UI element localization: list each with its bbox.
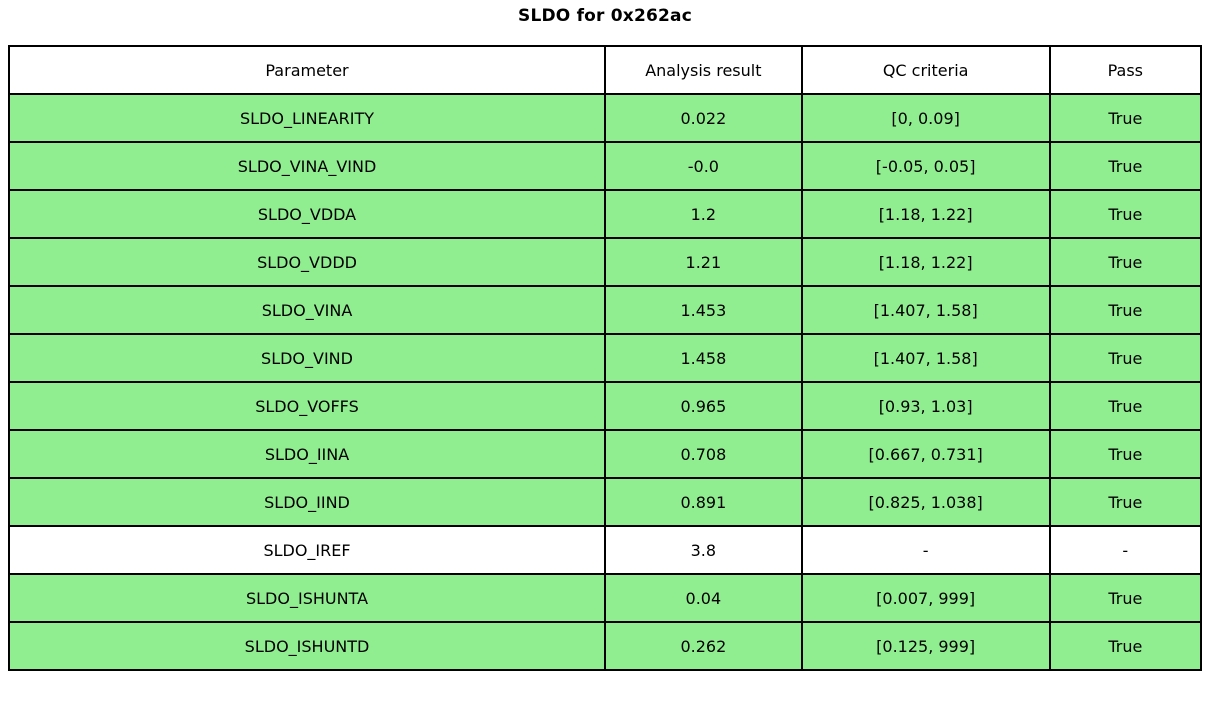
cell-pass: True — [1048, 429, 1203, 479]
table-row: SLDO_VDDD 1.21 [1.18, 1.22] True — [7, 237, 1203, 287]
table-row: SLDO_IREF 3.8- - — [7, 525, 1203, 575]
cell-pass: True — [1048, 237, 1203, 287]
column-header-analysis-result: Analysis result — [604, 45, 803, 95]
table-row: SLDO_VINA_VIND -0.0 [-0.05, 0.05] True — [7, 141, 1203, 191]
chart-title: SLDO for 0x262ac — [518, 6, 692, 26]
table-row: SLDO_VINA 1.453 [1.407, 1.58] True — [7, 285, 1203, 335]
cell-qc-criteria: [-0.05, 0.05] — [800, 141, 1051, 191]
cell-pass: True — [1048, 333, 1203, 383]
table-row: SLDO_VOFFS 0.965 [0.93, 1.03] True — [7, 381, 1203, 431]
cell-pass: - — [1048, 525, 1203, 575]
cell-analysis-result: 1.2 — [604, 189, 803, 239]
table-row: SLDO_VIND 1.458 [1.407, 1.58] True — [7, 333, 1203, 383]
cell-analysis-result: 1.458 — [604, 333, 803, 383]
qc-results-table: Parameter Analysis result QC criteria Pa… — [7, 45, 1203, 671]
cell-parameter: SLDO_VOFFS — [7, 381, 607, 431]
cell-parameter: SLDO_IREF — [7, 525, 607, 575]
table-row: SLDO_ISHUNTA 0.04 [0.007, 999] True — [7, 573, 1203, 623]
cell-analysis-result: 0.262 — [604, 621, 803, 671]
cell-parameter: SLDO_IINA — [7, 429, 607, 479]
table-body: SLDO_LINEARITY 0.022 [0, 0.09] True SLDO_VIN… — [7, 93, 1203, 671]
header-row: Parameter Analysis result QC criteria Pa… — [7, 45, 1203, 95]
cell-pass: True — [1048, 285, 1203, 335]
cell-qc-criteria: [0.007, 999] — [800, 573, 1051, 623]
cell-parameter: SLDO_ISHUNTD — [7, 621, 607, 671]
cell-parameter: SLDO_VDDA — [7, 189, 607, 239]
cell-analysis-result: -0.0 — [604, 141, 803, 191]
cell-pass: True — [1048, 189, 1203, 239]
cell-qc-criteria: - — [800, 525, 1051, 575]
cell-qc-criteria: [1.18, 1.22] — [800, 237, 1051, 287]
cell-qc-criteria: [1.18, 1.22] — [800, 189, 1051, 239]
cell-qc-criteria: [0.93, 1.03] — [800, 381, 1051, 431]
table-row: SLDO_IINA 0.708 [0.667, 0.731] True — [7, 429, 1203, 479]
table-row: SLDO_LINEARITY 0.022 [0, 0.09] True — [7, 93, 1203, 143]
cell-analysis-result: 0.965 — [604, 381, 803, 431]
cell-parameter: SLDO_VINA — [7, 285, 607, 335]
cell-parameter: SLDO_VIND — [7, 333, 607, 383]
column-header-parameter: Parameter — [7, 45, 607, 95]
table-row: SLDO_ISHUNTD 0.262 [0.125, 999] True — [7, 621, 1203, 671]
cell-parameter: SLDO_VINA_VIND — [7, 141, 607, 191]
cell-parameter: SLDO_VDDD — [7, 237, 607, 287]
cell-analysis-result: 1.21 — [604, 237, 803, 287]
cell-qc-criteria: [0.667, 0.731] — [800, 429, 1051, 479]
cell-analysis-result: 0.022 — [604, 93, 803, 143]
table-row: SLDO_IIND 0.891 [0.825, 1.038] True — [7, 477, 1203, 527]
cell-pass: True — [1048, 573, 1203, 623]
column-header-pass: Pass — [1048, 45, 1203, 95]
cell-pass: True — [1048, 141, 1203, 191]
cell-pass: True — [1048, 621, 1203, 671]
cell-qc-criteria: [1.407, 1.58] — [800, 285, 1051, 335]
cell-analysis-result: 3.8 — [604, 525, 803, 575]
cell-parameter: SLDO_ISHUNTA — [7, 573, 607, 623]
cell-qc-criteria: [0.825, 1.038] — [800, 477, 1051, 527]
cell-parameter: SLDO_IIND — [7, 477, 607, 527]
cell-analysis-result: 1.453 — [604, 285, 803, 335]
cell-parameter: SLDO_LINEARITY — [7, 93, 607, 143]
cell-qc-criteria: [1.407, 1.58] — [800, 333, 1051, 383]
cell-pass: True — [1048, 381, 1203, 431]
cell-pass: True — [1048, 477, 1203, 527]
cell-pass: True — [1048, 93, 1203, 143]
cell-analysis-result: 0.708 — [604, 429, 803, 479]
column-header-qc-criteria: QC criteria — [800, 45, 1051, 95]
cell-qc-criteria: [0.125, 999] — [800, 621, 1051, 671]
cell-analysis-result: 0.891 — [604, 477, 803, 527]
cell-analysis-result: 0.04 — [604, 573, 803, 623]
table-row: SLDO_VDDA 1.2 [1.18, 1.22] True — [7, 189, 1203, 239]
cell-qc-criteria: [0, 0.09] — [800, 93, 1051, 143]
